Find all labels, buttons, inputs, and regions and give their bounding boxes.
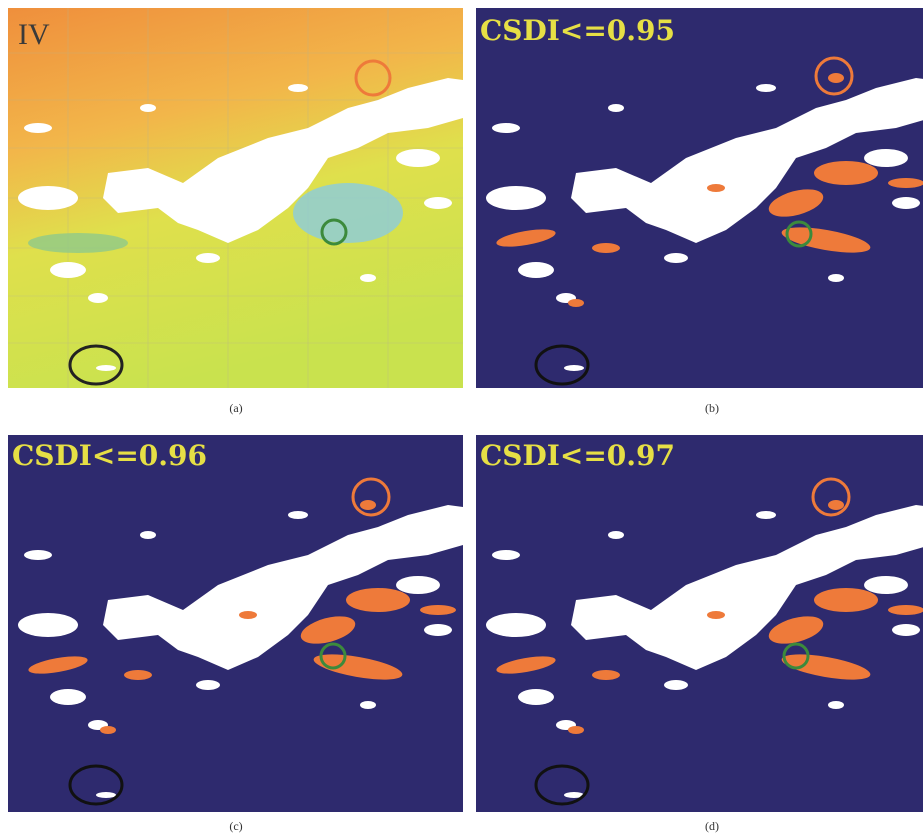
panel-label: IV — [18, 18, 50, 51]
panel-label: CSDI<=0.97 — [480, 439, 675, 472]
caption: (b) — [705, 401, 719, 415]
caption: (a) — [229, 401, 242, 415]
figure: IV (a) CSDI<=0.95 (b) CSDI<=0.96 (c) — [0, 0, 923, 837]
panel-b: CSDI<=0.95 — [476, 8, 923, 390]
panel-label: CSDI<=0.95 — [480, 14, 675, 47]
panel-label: CSDI<=0.96 — [12, 439, 207, 472]
panel-a: IV — [8, 8, 467, 390]
panel-d: CSDI<=0.97 — [476, 435, 923, 812]
panel-c: CSDI<=0.96 — [8, 435, 467, 812]
caption: (c) — [229, 819, 242, 833]
caption: (d) — [705, 819, 719, 833]
